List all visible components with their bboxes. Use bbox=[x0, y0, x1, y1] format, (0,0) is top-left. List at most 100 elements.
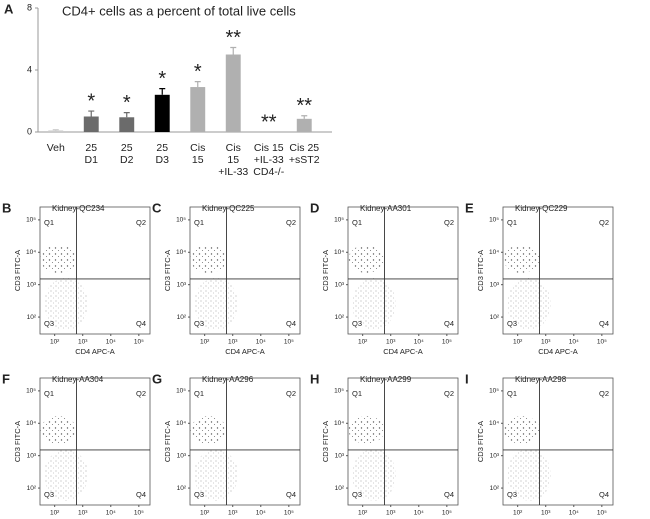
y-axis-label: CD3 FITC-A bbox=[476, 421, 485, 462]
x-tick-label: 10⁴ bbox=[106, 510, 116, 517]
error-bar bbox=[301, 115, 308, 119]
x-tick-label: Cis 25 bbox=[289, 142, 319, 154]
x-axis-label: CD4 APC-A bbox=[383, 518, 423, 519]
y-tick-label: 10³ bbox=[490, 281, 500, 288]
quadrant-label: Q3 bbox=[507, 319, 517, 328]
x-tick-label: 10² bbox=[200, 339, 210, 346]
significance-mark: ** bbox=[296, 95, 312, 117]
quadrant-label: Q1 bbox=[507, 389, 517, 398]
y-axis-label: CD3 FITC-A bbox=[13, 421, 22, 462]
y-tick-label: 10³ bbox=[177, 452, 187, 459]
y-tick-label: 10² bbox=[27, 314, 37, 321]
x-tick-label: 25 bbox=[121, 142, 133, 154]
panel-title: Kidney-AA299 bbox=[360, 375, 412, 384]
y-tick-label: 4 bbox=[27, 64, 32, 74]
x-tick-label: +IL-33 bbox=[218, 166, 248, 178]
x-axis-label: CD4 APC-A bbox=[538, 347, 578, 356]
x-tick-label: 10³ bbox=[228, 339, 238, 346]
panel-letter: F bbox=[2, 371, 10, 386]
y-tick-label: 0 bbox=[27, 126, 32, 136]
quadrant-label: Q3 bbox=[352, 319, 362, 328]
y-tick-label: 10⁴ bbox=[26, 420, 36, 427]
quadrant-label: Q1 bbox=[507, 218, 517, 227]
y-tick-label: 10⁵ bbox=[26, 388, 36, 395]
cell-cloud bbox=[352, 449, 396, 501]
y-tick-label: 10² bbox=[335, 314, 345, 321]
y-tick-label: 10³ bbox=[335, 281, 345, 288]
x-tick-label: 10⁵ bbox=[134, 510, 144, 517]
cell-cloud bbox=[44, 278, 88, 330]
x-tick-label: 10⁴ bbox=[569, 339, 579, 346]
cell-cloud bbox=[194, 449, 238, 501]
significance-mark: * bbox=[194, 61, 202, 83]
y-tick-label: 10² bbox=[335, 485, 345, 492]
x-tick-label: 10⁵ bbox=[442, 339, 452, 346]
bar bbox=[48, 130, 64, 132]
x-tick-label: 25 bbox=[156, 142, 168, 154]
y-tick-label: 10⁵ bbox=[489, 217, 499, 224]
quadrant-label: Q1 bbox=[352, 218, 362, 227]
panel-title: Kidney-QC234 bbox=[52, 204, 105, 213]
x-tick-label: 10³ bbox=[386, 339, 396, 346]
quadrant-label: Q4 bbox=[599, 319, 609, 328]
x-tick-label: Cis 15 bbox=[254, 142, 284, 154]
y-tick-label: 10³ bbox=[27, 281, 37, 288]
x-axis-label: CD4 APC-A bbox=[538, 518, 578, 519]
x-tick-label: 10² bbox=[513, 510, 523, 517]
quadrant-label: Q4 bbox=[136, 490, 146, 499]
y-tick-label: 10³ bbox=[335, 452, 345, 459]
significance-mark: * bbox=[123, 92, 131, 114]
panel-letter: C bbox=[152, 200, 162, 215]
error-bar bbox=[159, 88, 166, 95]
x-tick-label: 15 bbox=[227, 154, 239, 166]
y-axis-label: CD3 FITC-A bbox=[163, 250, 172, 291]
panel-title: Kidney-AA304 bbox=[52, 375, 104, 384]
quadrant-label: Q3 bbox=[194, 490, 204, 499]
significance-mark: ** bbox=[225, 27, 241, 49]
x-tick-label: 10³ bbox=[541, 339, 551, 346]
y-tick-label: 10⁴ bbox=[334, 249, 344, 256]
panel-title: Kidney-AA296 bbox=[202, 375, 254, 384]
y-tick-label: 10² bbox=[490, 485, 500, 492]
x-tick-label: 10³ bbox=[78, 510, 88, 517]
panel-letter: I bbox=[465, 371, 469, 386]
x-tick-label: 10⁴ bbox=[106, 339, 116, 346]
error-bar bbox=[123, 112, 130, 118]
y-tick-label: 10⁵ bbox=[489, 388, 499, 395]
quadrant-label: Q4 bbox=[599, 490, 609, 499]
x-tick-label: 10⁴ bbox=[256, 510, 266, 517]
quadrant-label: Q2 bbox=[286, 389, 296, 398]
significance-mark: * bbox=[87, 90, 95, 112]
cell-cloud bbox=[348, 415, 385, 444]
quadrant-label: Q2 bbox=[444, 218, 454, 227]
error-bar bbox=[52, 129, 59, 131]
y-tick-label: 10² bbox=[177, 314, 187, 321]
quadrant-label: Q2 bbox=[136, 389, 146, 398]
y-tick-label: 10⁵ bbox=[176, 388, 186, 395]
cell-cloud bbox=[40, 244, 77, 273]
cell-cloud bbox=[190, 415, 227, 444]
x-tick-label: 10³ bbox=[541, 510, 551, 517]
chart-title: CD4+ cells as a percent of total live ce… bbox=[62, 3, 296, 18]
bar bbox=[296, 118, 312, 132]
y-tick-label: 10⁴ bbox=[176, 420, 186, 427]
quadrant-label: Q3 bbox=[44, 490, 54, 499]
quadrant-label: Q4 bbox=[444, 490, 454, 499]
cell-cloud bbox=[507, 449, 551, 501]
x-axis-label: CD4 APC-A bbox=[225, 347, 265, 356]
quadrant-label: Q3 bbox=[507, 490, 517, 499]
y-axis-label: CD3 FITC-A bbox=[476, 250, 485, 291]
error-bar bbox=[88, 110, 95, 117]
x-tick-label: 10² bbox=[358, 510, 368, 517]
y-tick-label: 10⁵ bbox=[26, 217, 36, 224]
x-tick-label: +IL-33 bbox=[254, 154, 284, 166]
x-axis-label: CD4 APC-A bbox=[75, 518, 115, 519]
x-tick-label: 15 bbox=[192, 154, 204, 166]
y-tick-label: 10² bbox=[177, 485, 187, 492]
x-axis-label: CD4 APC-A bbox=[225, 518, 265, 519]
x-tick-label: 10⁵ bbox=[597, 339, 607, 346]
panel-letter: E bbox=[465, 200, 474, 215]
quadrant-label: Q4 bbox=[286, 490, 296, 499]
